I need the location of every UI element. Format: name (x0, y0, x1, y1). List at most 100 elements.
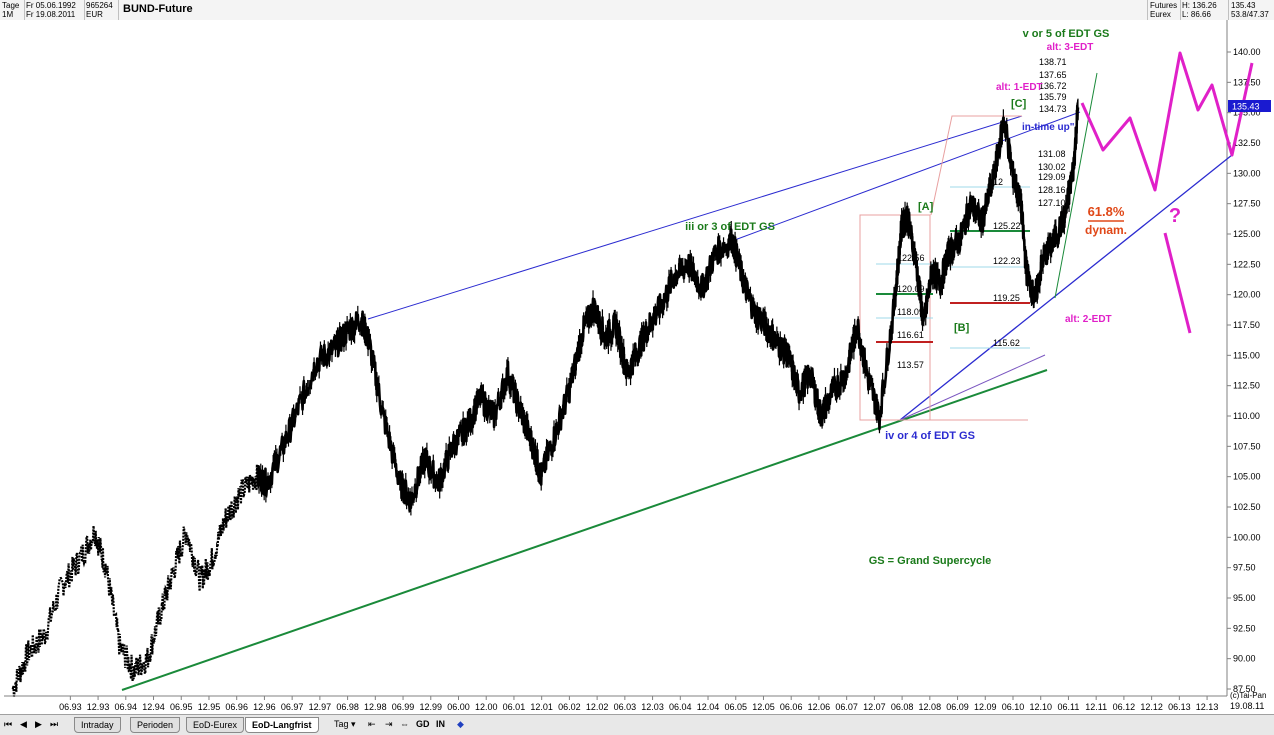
next-icon[interactable]: ▶ (35, 719, 42, 729)
wave-label-c: [C] (1011, 98, 1027, 110)
x-tick-label: 12.97 (309, 702, 332, 712)
prev-icon[interactable]: ◀ (20, 719, 27, 729)
low-value: L: 86.66 (1182, 10, 1211, 19)
x-tick-label: 06.94 (115, 702, 138, 712)
tab-eod-eurex[interactable]: EoD-Eurex (186, 717, 245, 733)
y-tick-label: 130.00 (1233, 168, 1261, 178)
level-label: 138.71 (1039, 57, 1067, 67)
x-tick-label: 12.12 (1140, 702, 1163, 712)
wave-label-v: v or 5 of EDT GS (1023, 28, 1110, 40)
x-tick-label: 12.11 (1085, 702, 1107, 712)
copyright-label: (c)Tai-Pan (1230, 691, 1266, 700)
level-label: 137.65 (1039, 70, 1067, 80)
price-series (11, 98, 1080, 697)
wave-label-iii: iii or 3 of EDT GS (685, 221, 775, 233)
x-tick-label: 12.07 (863, 702, 886, 712)
end-date: Fr 19.08.2011 (26, 10, 76, 19)
wave-label-iv: iv or 4 of EDT GS (885, 430, 975, 442)
price-chart[interactable]: 87.50 90.00 92.50 95.00 97.50 100.00 102.50 105… (0, 20, 1274, 714)
y-tick-label: 87.50 (1233, 684, 1256, 694)
level-label: 129.09 (1038, 172, 1066, 182)
projection-alt-path (1163, 232, 1192, 334)
period-cell[interactable]: Tage 1M (0, 0, 25, 20)
x-tick-label: 06.00 (447, 702, 470, 712)
wave-label-b: [B] (954, 322, 970, 334)
question-mark: ? (1169, 205, 1181, 227)
y-tick-label: 110.00 (1233, 411, 1260, 421)
currency: EUR (86, 10, 103, 19)
x-tick-label: 06.02 (558, 702, 581, 712)
x-tick-label: 06.06 (780, 702, 803, 712)
y-tick-label: 125.00 (1233, 229, 1261, 239)
trendline-purple (899, 354, 1046, 421)
x-tick-label: 06.10 (1002, 702, 1025, 712)
level-label: 131.08 (1038, 149, 1066, 159)
tab-perioden[interactable]: Perioden (130, 717, 181, 733)
indicator-icon[interactable]: ◆ (457, 719, 464, 729)
wave-label-alt3: alt: 3-EDT (1047, 42, 1094, 53)
x-tick-label: 06.01 (503, 702, 526, 712)
last-quote-cell: 135.43 53.8/47.37 (1229, 0, 1274, 20)
wave-label-alt2: alt: 2-EDT (1065, 314, 1112, 325)
zoom-icon[interactable]: ⇔ (400, 719, 409, 729)
level-label: 125.22 (993, 221, 1021, 231)
trendline-green (121, 369, 1048, 691)
trendline-blue-mid (731, 111, 1081, 242)
price-line-early (11, 464, 263, 697)
projection-path (1080, 51, 1254, 192)
in-button[interactable]: IN (436, 719, 445, 729)
x-tick-label: 06.13 (1168, 702, 1191, 712)
y-tick-label: 132.50 (1233, 138, 1261, 148)
y-tick-label: 120.00 (1233, 290, 1261, 300)
x-tick-label: 06.09 (946, 702, 969, 712)
x-tick-label: 12.04 (697, 702, 720, 712)
channel-line-green (1054, 72, 1098, 299)
tab-eod-langfrist[interactable]: EoD-Langfrist (245, 717, 319, 733)
y-axis-ticks: 87.50 90.00 92.50 95.00 97.50 100.00 102.50 105… (1227, 47, 1261, 694)
x-tick-label: 06.93 (59, 702, 82, 712)
y-tick-label: 115.00 (1233, 350, 1260, 360)
wave-label-a: [A] (918, 201, 934, 213)
in-time-label: in-time up" (1022, 122, 1075, 133)
security-id: 965264 (86, 1, 113, 10)
period-select-value: Tag (334, 719, 349, 729)
x-tick-label: 06.08 (891, 702, 914, 712)
level-label: 128.16 (1038, 185, 1066, 195)
level-label: 113.57 (897, 360, 924, 370)
high-value: H: 136.26 (1182, 1, 1217, 10)
x-tick-label: 12.96 (253, 702, 276, 712)
fib-word-label: dynam. (1085, 223, 1127, 237)
chevron-down-icon: ▾ (351, 719, 356, 729)
level-label: 122.56 (897, 253, 925, 263)
x-tick-label: 06.95 (170, 702, 193, 712)
trendline-blue-lower (899, 154, 1233, 421)
trendline-blue-upper (367, 115, 1023, 320)
expand-icon[interactable]: ⇥ (385, 719, 393, 729)
level-label: 118.09 (897, 307, 924, 317)
x-tick-label: 12.02 (586, 702, 609, 712)
y-tick-label: 112.50 (1233, 381, 1260, 391)
level-label: 12 (993, 177, 1003, 187)
y-tick-label: 102.50 (1233, 502, 1261, 512)
gs-note: GS = Grand Supercycle (869, 555, 992, 567)
instrument-title: BUND-Future (123, 3, 193, 15)
x-tick-label: 06.98 (336, 702, 359, 712)
x-tick-label: 06.96 (225, 702, 248, 712)
first-icon[interactable]: ⏮ (4, 719, 13, 729)
y-tick-label: 127.50 (1233, 199, 1261, 209)
y-tick-label: 140.00 (1233, 47, 1261, 57)
compress-icon[interactable]: ⇤ (368, 719, 376, 729)
y-tick-label: 107.50 (1233, 441, 1261, 451)
chart-header: Tage 1M Fr 05.06.1992 Fr 19.08.2011 9652… (0, 0, 1274, 21)
gd-button[interactable]: GD (416, 719, 430, 729)
x-tick-label: 06.03 (614, 702, 637, 712)
exchange-cell: Futures Eurex (1147, 0, 1181, 20)
x-tick-label: 06.12 (1113, 702, 1136, 712)
tab-intraday[interactable]: Intraday (74, 717, 121, 733)
y-tick-label: 105.00 (1233, 472, 1261, 482)
last-icon[interactable]: ⏭ (50, 719, 59, 729)
y-tick-label: 135.00 (1233, 108, 1261, 118)
fib-percent-label: 61.8% (1088, 204, 1125, 219)
period-select[interactable]: Tag ▾ (334, 717, 356, 731)
